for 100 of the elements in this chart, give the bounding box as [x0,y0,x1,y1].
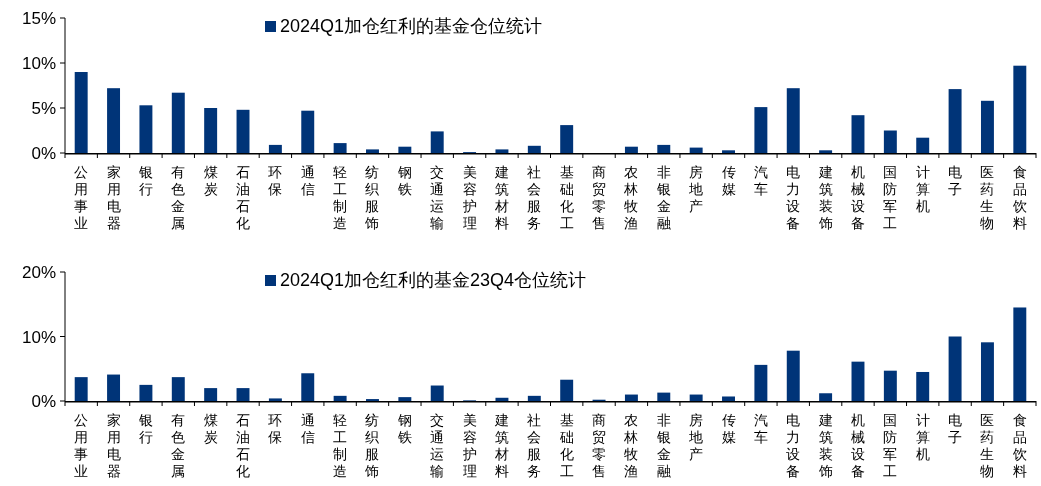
bar [527,395,541,401]
bar [689,394,703,401]
x-tick-label: 机械设备 [850,164,865,231]
x-tick-label: 煤炭 [203,412,218,445]
x-tick-label: 有色金属 [171,164,186,231]
bar [74,377,88,401]
bar [495,397,509,401]
bar [268,398,282,401]
x-tick-label: 汽车 [753,164,768,197]
x-tick-label: 国防军工 [883,412,898,479]
x-tick-label: 轻工制造 [333,164,348,231]
bar [301,373,315,401]
bar [560,125,574,153]
x-tick-label: 建筑材料 [493,412,509,479]
bar [139,105,153,153]
x-tick-label: 计算机 [915,164,930,214]
bar [819,393,833,401]
x-tick-label: 医药生物 [980,412,995,479]
bar [980,342,994,401]
bar [819,150,833,153]
bar [1013,307,1027,401]
x-tick-label: 传媒 [721,412,736,445]
x-tick-label: 纺织服饰 [364,164,380,231]
x-tick-label: 农林牧渔 [623,164,639,231]
y-tick-label: 15% [21,9,56,28]
x-tick-label: 汽车 [753,412,768,445]
bar [754,364,768,401]
y-tick-label: 10% [21,327,56,347]
x-tick-label: 家用电器 [106,412,121,479]
x-tick-label: 石油石化 [236,412,251,479]
bar [204,108,218,153]
x-tick-label: 食品饮料 [1011,412,1027,479]
bar [236,388,250,401]
bar [495,149,509,153]
x-tick-label: 电力设备 [786,164,801,231]
x-tick-label: 商贸零售 [592,164,607,231]
x-tick-label: 环保 [268,164,283,197]
bar [268,144,282,153]
x-tick-label: 公用事业 [74,412,89,479]
x-tick-label: 钢铁 [396,164,412,197]
x-tick-label: 基础化工 [558,164,574,231]
x-tick-label: 美容护理 [461,412,477,479]
bar [689,147,703,153]
x-tick-label: 交通运输 [430,164,445,231]
bar [171,92,185,153]
bar [107,374,121,401]
x-tick-label: 社会服务 [527,164,542,231]
x-tick-label: 美容护理 [461,164,477,231]
x-tick-label: 房地产 [688,164,704,214]
x-tick-label: 建筑装饰 [817,164,833,231]
x-tick-label: 机械设备 [850,412,865,479]
bar [851,115,865,153]
bar [948,89,962,153]
bar [204,388,218,401]
bar [722,150,735,153]
x-tick-label: 交通运输 [430,412,445,479]
x-tick-label: 轻工制造 [333,412,348,479]
x-tick-label: 计算机 [915,412,930,462]
bar [398,397,412,401]
x-tick-label: 有色金属 [171,412,186,479]
x-tick-label: 家用电器 [106,164,121,231]
legend-label: 2024Q1加仓红利的基金仓位统计 [280,16,543,36]
x-tick-label: 房地产 [688,412,704,462]
bar [560,379,574,401]
x-tick-label: 国防军工 [883,164,898,231]
x-tick-label: 石油石化 [236,164,251,231]
x-tick-label: 食品饮料 [1011,164,1027,231]
bar [236,109,250,153]
bar [527,145,541,153]
x-tick-label: 银行 [137,164,153,197]
x-tick-label: 社会服务 [527,412,542,479]
x-tick-label: 非银金融 [655,412,671,479]
bar [171,377,185,401]
x-tick-label: 传媒 [721,164,736,197]
bar [657,144,671,153]
x-tick-label: 电子 [948,412,963,445]
bar [754,107,768,153]
bar [624,394,638,401]
bar [851,361,865,401]
x-tick-label: 农林牧渔 [623,412,639,479]
bar [74,72,88,153]
x-tick-label: 建筑材料 [493,164,509,231]
bar [786,350,800,401]
bar [301,110,315,153]
x-tick-label: 通信 [300,164,315,197]
x-tick-label: 纺织服饰 [364,412,380,479]
bar [657,392,671,401]
bar [430,385,444,401]
bar [980,100,994,153]
y-tick-label: 0% [31,392,56,411]
x-tick-label: 非银金融 [655,164,671,231]
bar [948,336,962,401]
x-tick-label: 公用事业 [74,164,89,231]
x-tick-label: 银行 [137,412,153,445]
bar [398,146,412,153]
y-tick-label: 20% [21,263,56,282]
bar [722,396,735,401]
bar [883,370,897,401]
x-tick-label: 电子 [948,164,963,197]
bar [430,131,444,153]
